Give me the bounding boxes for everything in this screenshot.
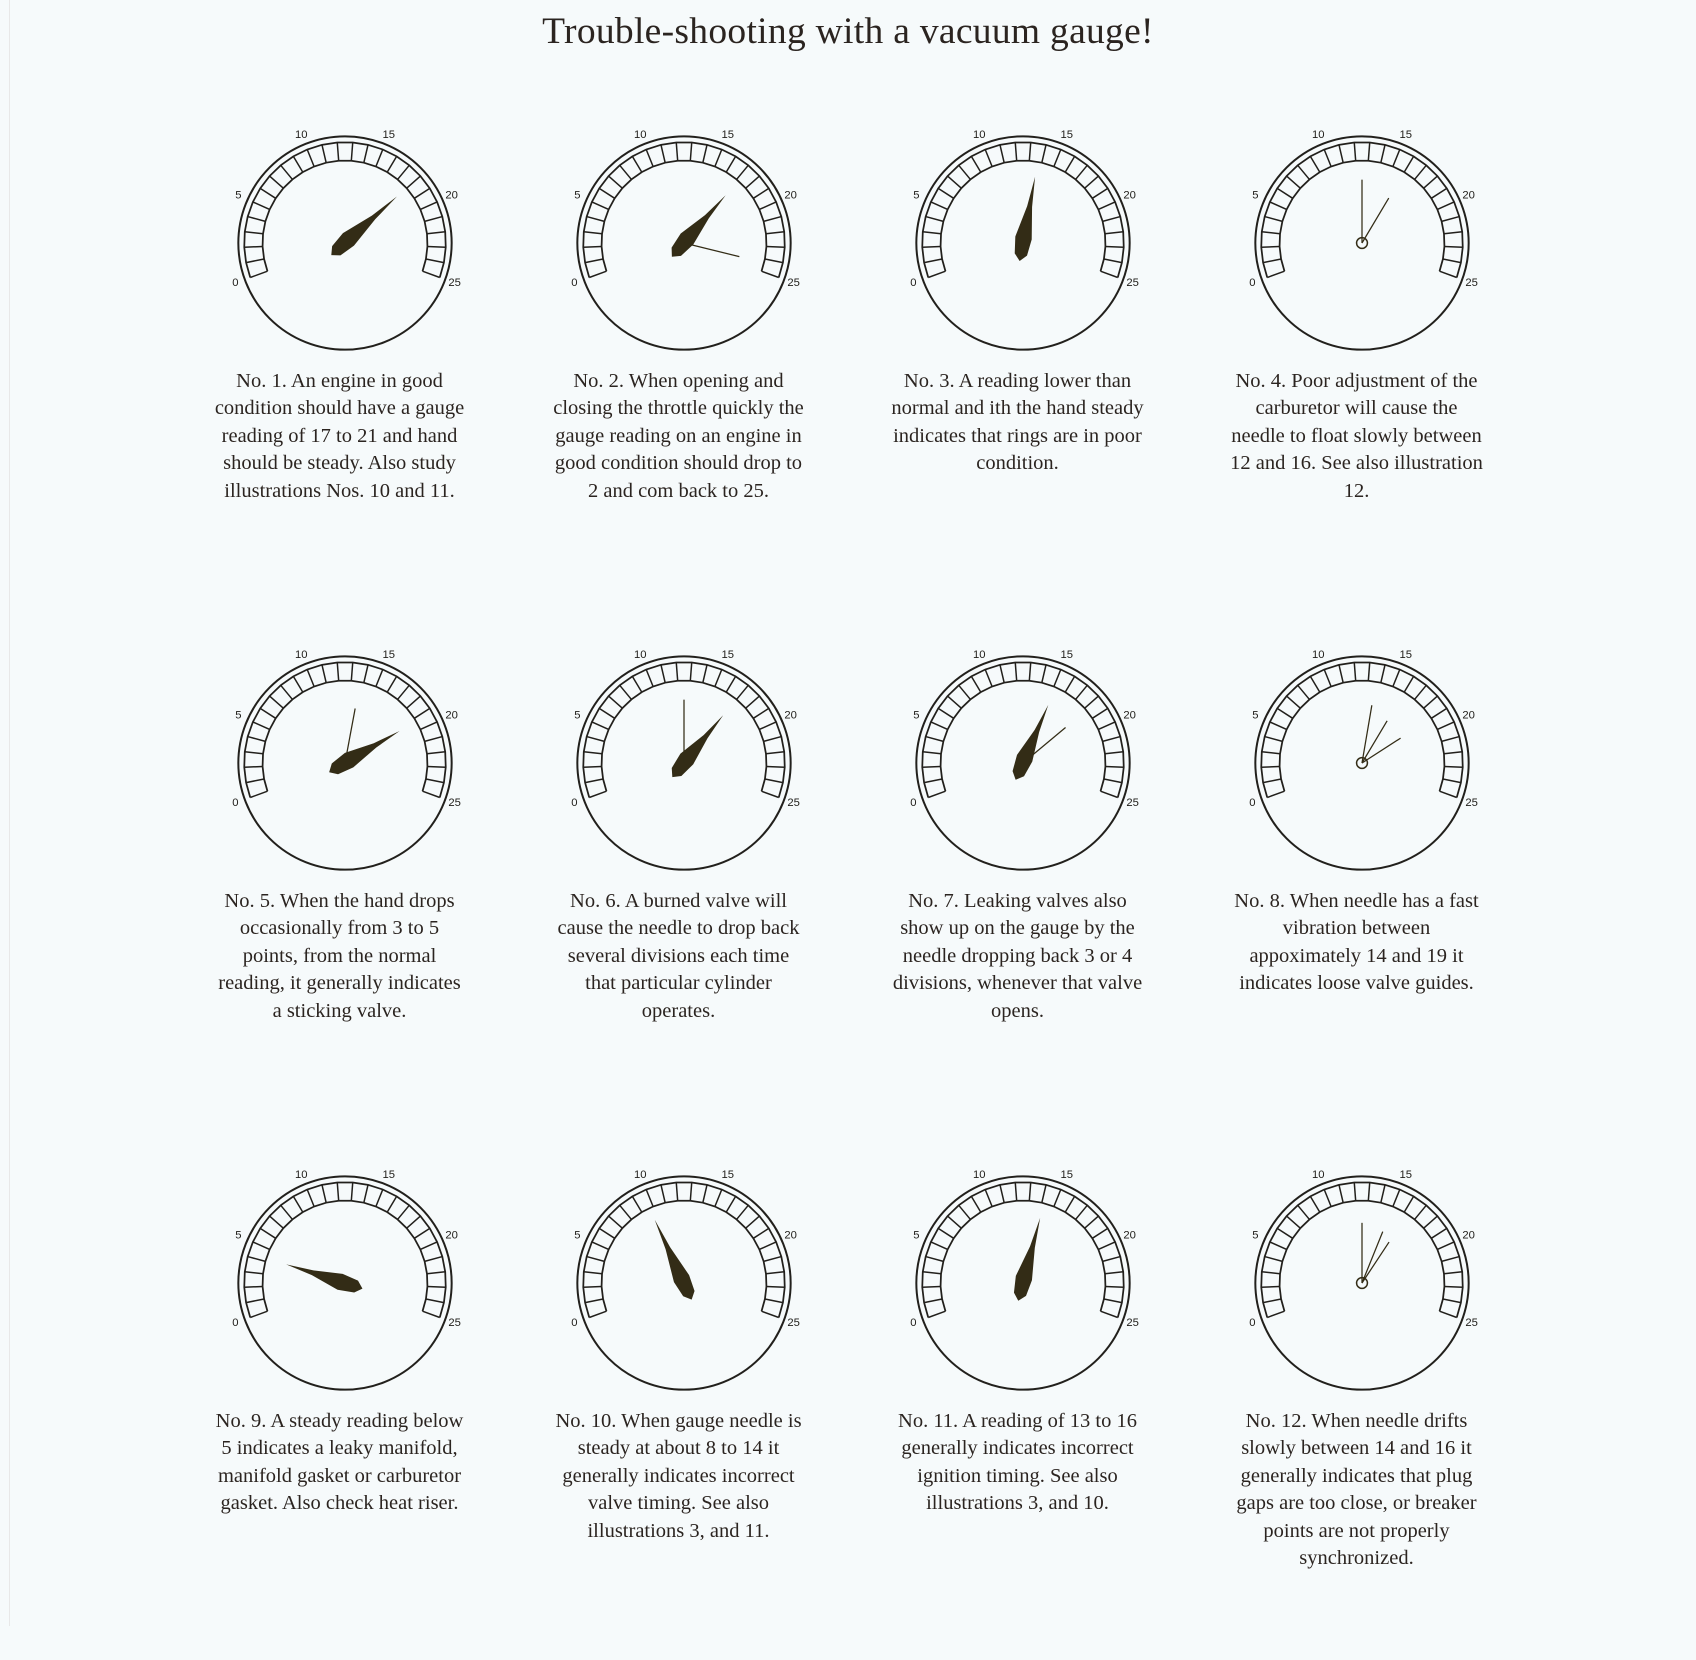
svg-text:5: 5 bbox=[913, 190, 919, 202]
svg-text:20: 20 bbox=[1123, 190, 1136, 202]
svg-text:0: 0 bbox=[571, 1317, 577, 1329]
svg-text:10: 10 bbox=[295, 1169, 308, 1181]
svg-text:0: 0 bbox=[232, 1317, 238, 1329]
svg-text:25: 25 bbox=[1465, 277, 1478, 289]
svg-text:15: 15 bbox=[1060, 649, 1073, 661]
svg-text:10: 10 bbox=[1312, 649, 1325, 661]
svg-text:25: 25 bbox=[448, 1317, 461, 1329]
svg-text:5: 5 bbox=[235, 190, 241, 202]
svg-text:15: 15 bbox=[721, 1169, 734, 1181]
svg-text:5: 5 bbox=[1252, 710, 1258, 722]
svg-text:20: 20 bbox=[1123, 710, 1136, 722]
svg-text:10: 10 bbox=[973, 649, 986, 661]
svg-text:5: 5 bbox=[913, 1230, 919, 1242]
svg-text:10: 10 bbox=[295, 129, 308, 141]
svg-text:0: 0 bbox=[910, 277, 916, 289]
svg-text:25: 25 bbox=[1126, 797, 1139, 809]
svg-text:15: 15 bbox=[1399, 129, 1412, 141]
svg-text:0: 0 bbox=[232, 797, 238, 809]
svg-text:10: 10 bbox=[1312, 1169, 1325, 1181]
svg-text:20: 20 bbox=[1462, 1230, 1475, 1242]
svg-text:20: 20 bbox=[784, 1230, 797, 1242]
svg-text:25: 25 bbox=[787, 797, 800, 809]
svg-text:15: 15 bbox=[721, 649, 734, 661]
svg-text:15: 15 bbox=[1060, 129, 1073, 141]
svg-text:25: 25 bbox=[1126, 277, 1139, 289]
svg-text:25: 25 bbox=[787, 277, 800, 289]
svg-text:5: 5 bbox=[1252, 1230, 1258, 1242]
svg-text:20: 20 bbox=[445, 1230, 458, 1242]
svg-text:10: 10 bbox=[973, 129, 986, 141]
svg-text:15: 15 bbox=[382, 1169, 395, 1181]
svg-text:0: 0 bbox=[1249, 277, 1255, 289]
svg-text:20: 20 bbox=[784, 710, 797, 722]
svg-text:0: 0 bbox=[571, 277, 577, 289]
svg-text:0: 0 bbox=[232, 277, 238, 289]
svg-text:20: 20 bbox=[445, 190, 458, 202]
svg-text:25: 25 bbox=[448, 277, 461, 289]
svg-text:25: 25 bbox=[787, 1317, 800, 1329]
svg-text:0: 0 bbox=[1249, 1317, 1255, 1329]
svg-text:5: 5 bbox=[1252, 190, 1258, 202]
svg-text:25: 25 bbox=[1465, 797, 1478, 809]
svg-text:10: 10 bbox=[295, 649, 308, 661]
svg-text:10: 10 bbox=[634, 129, 647, 141]
svg-text:10: 10 bbox=[634, 1169, 647, 1181]
svg-text:15: 15 bbox=[1399, 649, 1412, 661]
svg-text:20: 20 bbox=[445, 710, 458, 722]
svg-text:15: 15 bbox=[382, 129, 395, 141]
svg-text:25: 25 bbox=[1126, 1317, 1139, 1329]
svg-text:0: 0 bbox=[910, 797, 916, 809]
svg-text:10: 10 bbox=[1312, 129, 1325, 141]
svg-text:20: 20 bbox=[1462, 190, 1475, 202]
svg-text:5: 5 bbox=[574, 190, 580, 202]
svg-text:25: 25 bbox=[1465, 1317, 1478, 1329]
svg-text:5: 5 bbox=[574, 1230, 580, 1242]
svg-text:5: 5 bbox=[574, 710, 580, 722]
svg-text:5: 5 bbox=[235, 710, 241, 722]
svg-text:0: 0 bbox=[571, 797, 577, 809]
svg-text:5: 5 bbox=[235, 1230, 241, 1242]
svg-text:20: 20 bbox=[784, 190, 797, 202]
svg-text:0: 0 bbox=[910, 1317, 916, 1329]
svg-text:20: 20 bbox=[1462, 710, 1475, 722]
svg-text:5: 5 bbox=[913, 710, 919, 722]
svg-text:10: 10 bbox=[973, 1169, 986, 1181]
svg-text:15: 15 bbox=[721, 129, 734, 141]
svg-text:15: 15 bbox=[1399, 1169, 1412, 1181]
svg-text:15: 15 bbox=[1060, 1169, 1073, 1181]
svg-text:15: 15 bbox=[382, 649, 395, 661]
svg-text:0: 0 bbox=[1249, 797, 1255, 809]
svg-text:25: 25 bbox=[448, 797, 461, 809]
svg-text:20: 20 bbox=[1123, 1230, 1136, 1242]
svg-text:10: 10 bbox=[634, 649, 647, 661]
